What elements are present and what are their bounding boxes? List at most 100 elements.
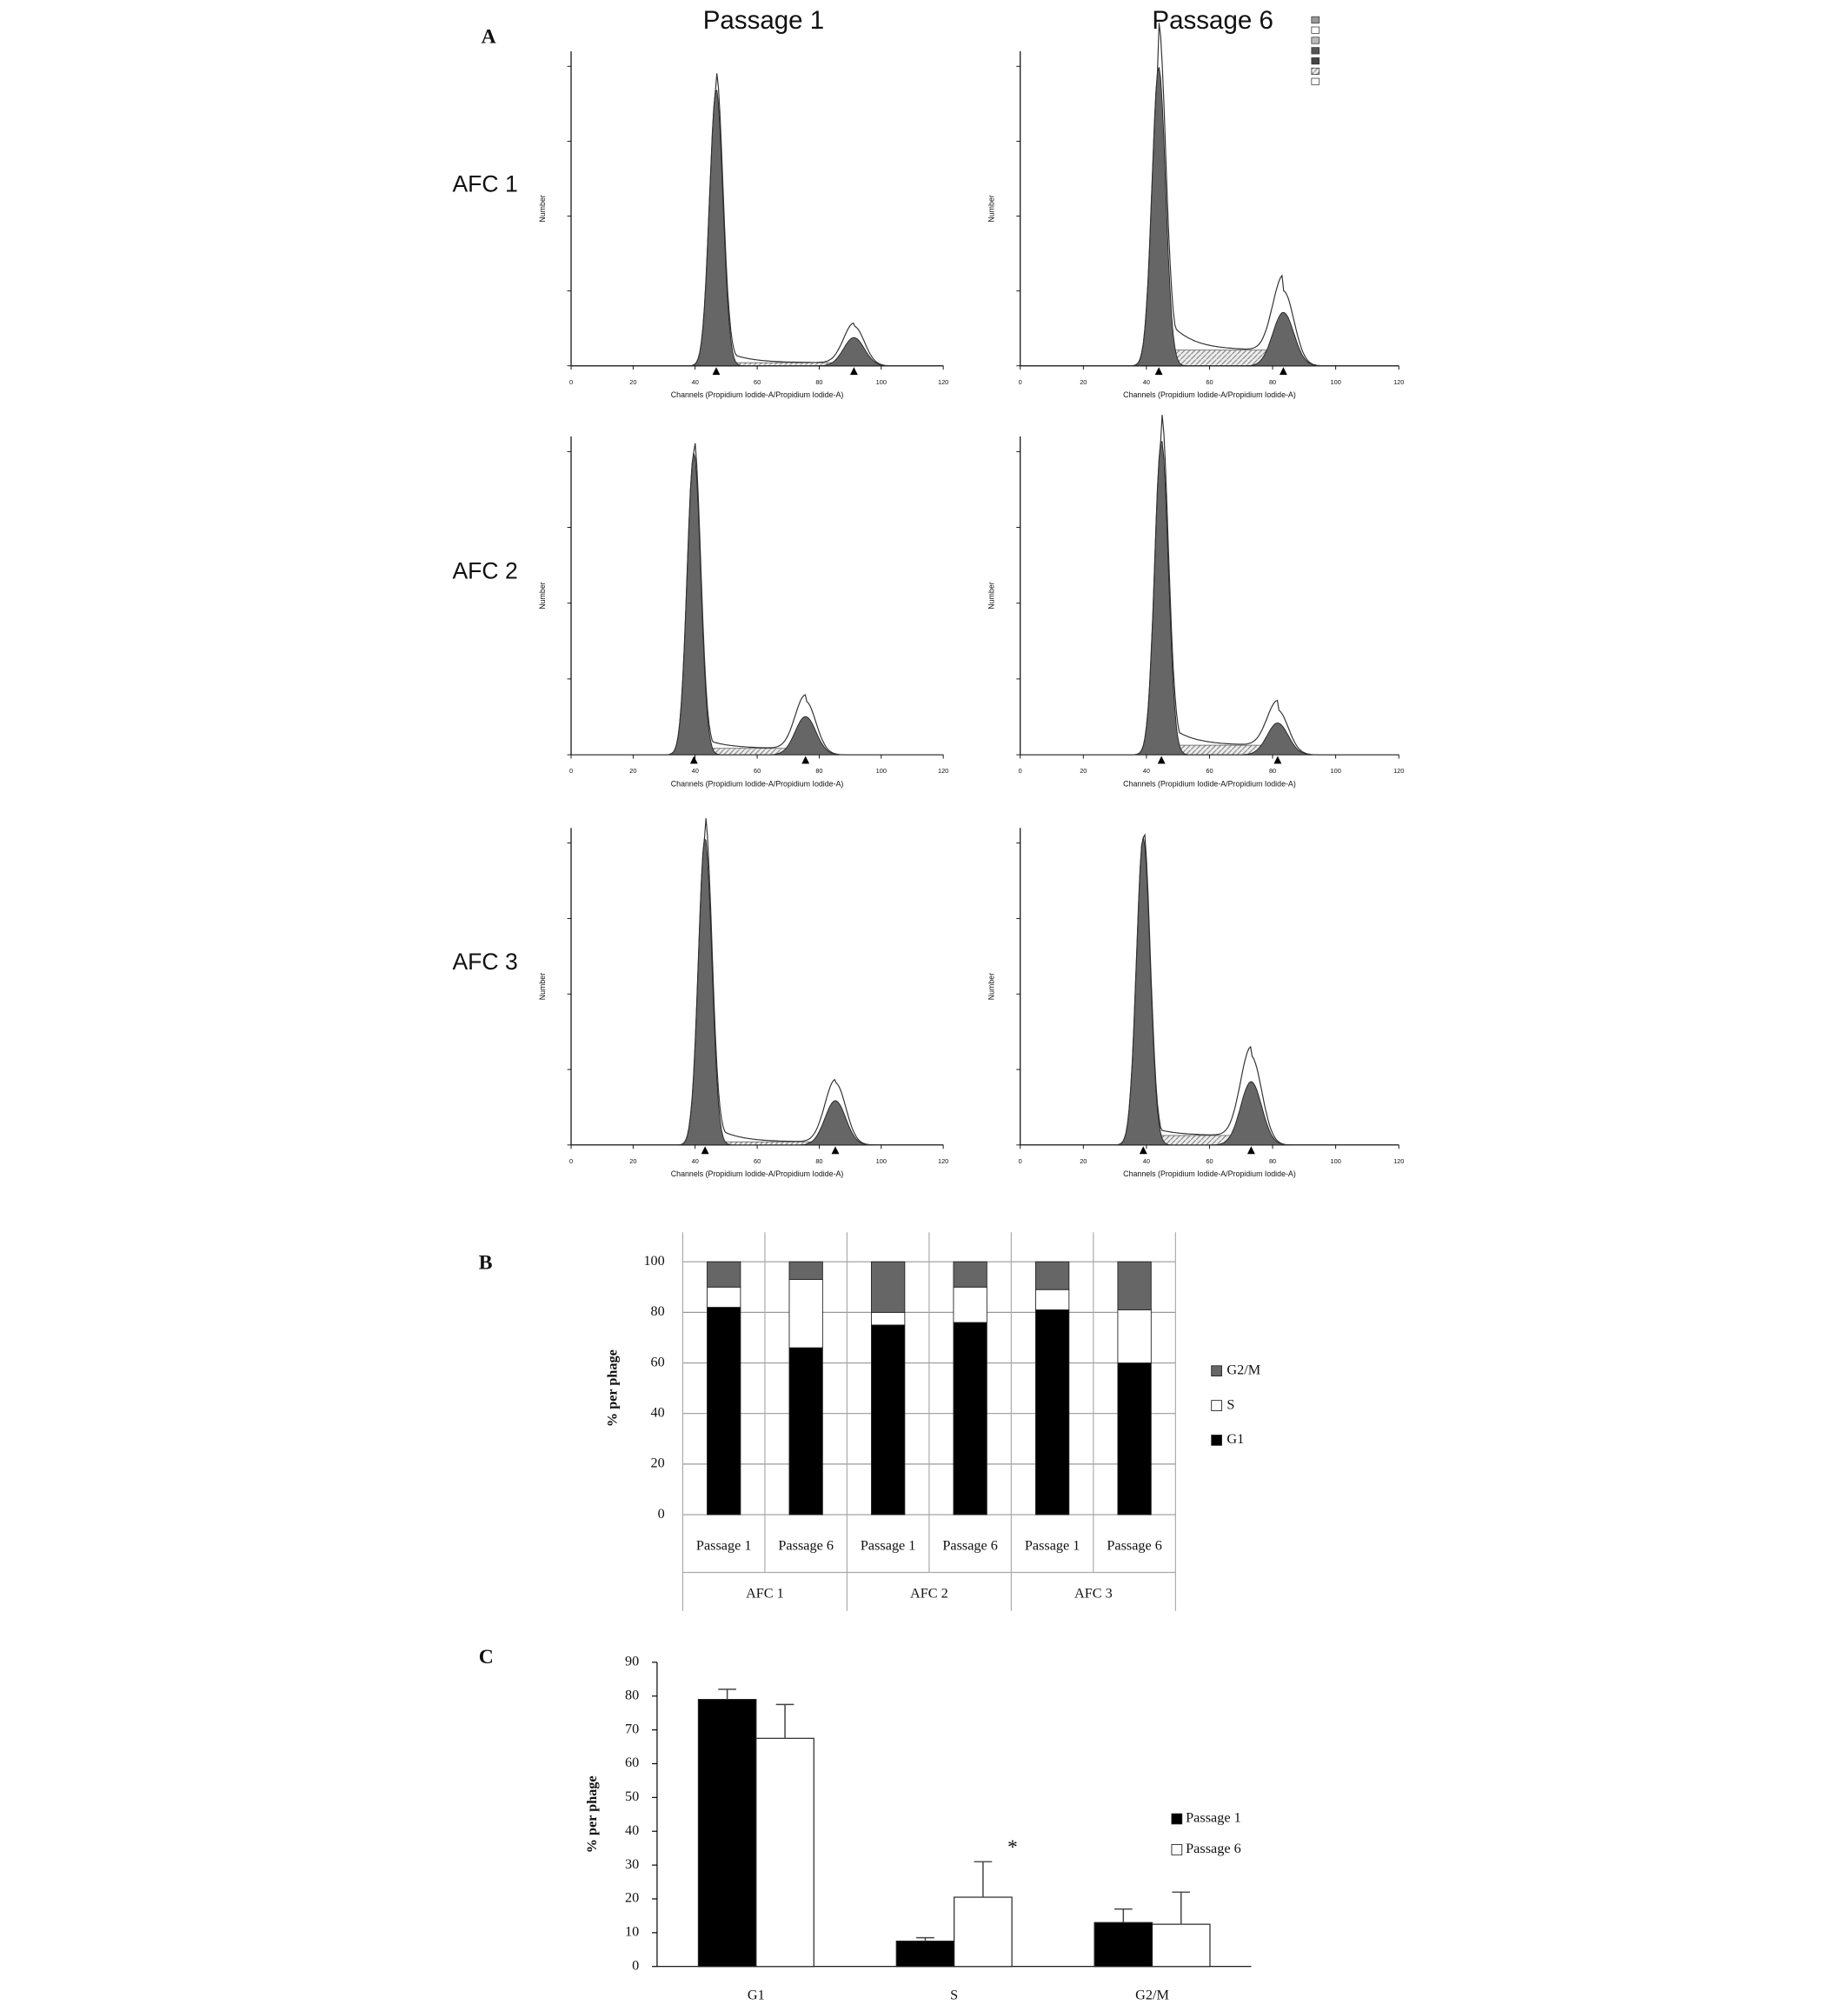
x-tick-label: 20 (1080, 378, 1087, 386)
x-tick-label: 40 (1143, 378, 1150, 386)
bar (954, 1896, 1013, 1968)
y-tick-label: 100 (643, 1253, 664, 1269)
x-tick-label: 20 (629, 1157, 636, 1165)
peak-marker (689, 756, 698, 764)
x-axis-label: Channels (Propidium Iodide-A/Propidium I… (671, 1169, 844, 1178)
x-tick-label: 80 (815, 767, 822, 775)
x-tick-label: 60 (1206, 378, 1213, 386)
peak-marker (831, 1146, 840, 1155)
x-tick-label: Passage 1 (861, 1538, 916, 1554)
x-tick-label: G1 (748, 1987, 765, 2002)
error-bar (974, 1861, 993, 1898)
x-tick-label: 80 (1269, 378, 1276, 386)
bar-segment (788, 1347, 823, 1515)
outline (1020, 415, 1399, 756)
g1-peak (1020, 441, 1399, 756)
x-tick-label: S (950, 1987, 958, 2002)
bar-segment (788, 1279, 823, 1349)
x-tick-label: 80 (1269, 767, 1276, 775)
y-tick-label: 0 (632, 1957, 639, 1973)
x-tick-label: 80 (815, 1157, 822, 1165)
y-axis-label: Number (538, 582, 547, 609)
bar-segment (871, 1324, 906, 1515)
legend-label: G2/M (1226, 1362, 1260, 1377)
bar-segment (1034, 1261, 1070, 1290)
bar (1094, 1922, 1153, 1968)
bar-segment (1034, 1309, 1070, 1515)
legend-swatch (1211, 1365, 1222, 1377)
y-tick-label: 80 (651, 1303, 665, 1319)
x-tick-label: G2/M (1135, 1987, 1169, 2002)
bar (1151, 1923, 1211, 1968)
y-axis-label: Number (987, 582, 996, 609)
group-label: AFC 3 (1074, 1585, 1113, 1601)
x-tick-label: 120 (1393, 767, 1404, 775)
y-axis-label: Number (538, 973, 547, 1001)
x-tick-label: 40 (692, 378, 699, 386)
x-tick-label: 40 (1143, 1157, 1150, 1165)
y-axis-label: Number (538, 195, 547, 223)
x-tick-label: 20 (629, 378, 636, 386)
bar (697, 1698, 757, 1968)
x-tick-label: 0 (569, 378, 573, 386)
y-tick-label: 10 (625, 1924, 639, 1940)
x-tick-label: 20 (1080, 1157, 1087, 1165)
peak-marker (801, 756, 810, 764)
bar-segment (871, 1261, 906, 1313)
x-tick-label: Passage 1 (1025, 1538, 1080, 1554)
s-phase-band (1173, 350, 1269, 367)
panel-label: C (479, 1646, 494, 1669)
g1-peak (571, 452, 944, 756)
peak-marker (1279, 367, 1287, 376)
y-tick-label: 0 (658, 1506, 665, 1522)
x-tick-label: 100 (876, 767, 887, 775)
y-axis-label: % per phage (604, 1349, 620, 1427)
error-bar (1113, 1908, 1133, 1923)
y-axis-label: Number (987, 195, 996, 223)
x-tick-label: 20 (1080, 767, 1087, 775)
x-axis-label: Channels (Propidium Iodide-A/Propidium I… (1123, 1169, 1296, 1178)
x-tick-label: 120 (1393, 1157, 1404, 1165)
g1-peak (1020, 837, 1399, 1146)
legend-swatch (1211, 1435, 1222, 1446)
legend-swatch (1311, 57, 1320, 65)
outline (571, 443, 944, 756)
group-label: AFC 1 (746, 1585, 784, 1601)
peak-marker (1157, 756, 1166, 764)
peak-marker (1273, 756, 1282, 764)
x-tick-label: 100 (1330, 767, 1340, 775)
x-tick-label: Passage 6 (942, 1538, 998, 1554)
outline (1020, 23, 1399, 367)
x-axis-label: Channels (Propidium Iodide-A/Propidium I… (671, 390, 844, 399)
x-tick-label: 60 (1206, 767, 1213, 775)
x-tick-label: 100 (876, 1157, 887, 1165)
error-bar (718, 1689, 736, 1700)
x-tick-label: 40 (692, 767, 699, 775)
bar-segment (1117, 1261, 1152, 1310)
y-tick-label: 40 (651, 1404, 665, 1420)
x-tick-label: 120 (1393, 378, 1404, 386)
g1-peak (571, 837, 944, 1146)
x-tick-label: 60 (754, 378, 761, 386)
bar-segment (707, 1261, 741, 1288)
bar-segment (953, 1322, 987, 1515)
x-tick-label: 0 (569, 1157, 573, 1165)
column-title: Passage 6 (1152, 6, 1273, 35)
y-tick-label: 20 (651, 1455, 665, 1471)
annotation: * (1007, 1836, 1018, 1859)
y-tick-label: 60 (651, 1354, 665, 1369)
x-tick-label: Passage 6 (1107, 1538, 1162, 1554)
y-axis-label: % per phage (584, 1775, 600, 1853)
peak-marker (712, 367, 721, 376)
bar-segment (953, 1261, 987, 1288)
legend-swatch (1311, 26, 1320, 34)
g2-peak (571, 1100, 944, 1146)
bar-segment (788, 1261, 823, 1281)
y-tick-label: 20 (625, 1890, 639, 1906)
x-tick-label: 120 (938, 1157, 948, 1165)
group-label: AFC 2 (910, 1585, 948, 1601)
row-label: AFC 3 (452, 949, 517, 975)
x-tick-label: 60 (754, 767, 761, 775)
legend-swatch (1311, 47, 1320, 55)
x-tick-label: 80 (815, 378, 822, 386)
